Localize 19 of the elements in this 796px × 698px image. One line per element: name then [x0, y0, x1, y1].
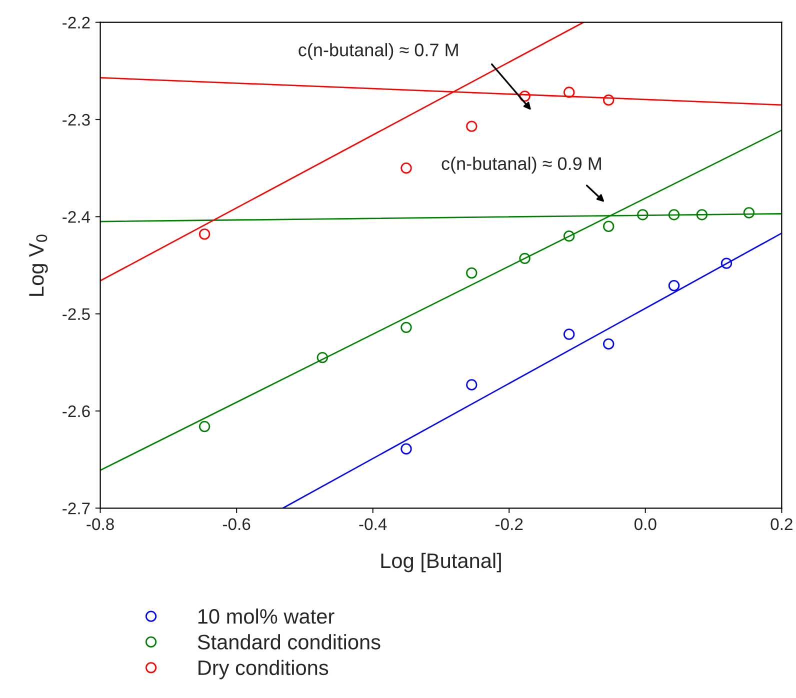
legend-label: Dry conditions	[198, 660, 328, 680]
x-tick-label: 0.2	[770, 518, 792, 530]
x-tick-label: -0.2	[496, 518, 523, 530]
y-tick-label: -2.6	[62, 405, 90, 418]
x-tick-label: -0.8	[86, 518, 114, 530]
y-tick-label: -2.7	[62, 502, 90, 514]
y-axis-title: Log V$_{0}$	[29, 234, 48, 296]
y-tick-label: -2.3	[62, 114, 90, 126]
y-tick-label: -2.2	[62, 16, 90, 28]
y-tick-label: -2.4	[62, 211, 90, 223]
legend-label: Standard conditions	[198, 634, 380, 650]
legend-label: 10 mol% water	[198, 608, 334, 624]
x-tick-label: -0.4	[359, 518, 387, 530]
y-tick-label: -2.5	[62, 308, 90, 320]
annotation: c(n-butanal) ≈ 0.7 M	[298, 43, 458, 60]
annotation: c(n-butanal) ≈ 0.9 M	[442, 156, 601, 174]
x-axis-title: Log [Butanal]	[381, 552, 501, 572]
x-tick-label: -0.6	[222, 518, 250, 530]
x-tick-label: 0.0	[634, 518, 656, 530]
